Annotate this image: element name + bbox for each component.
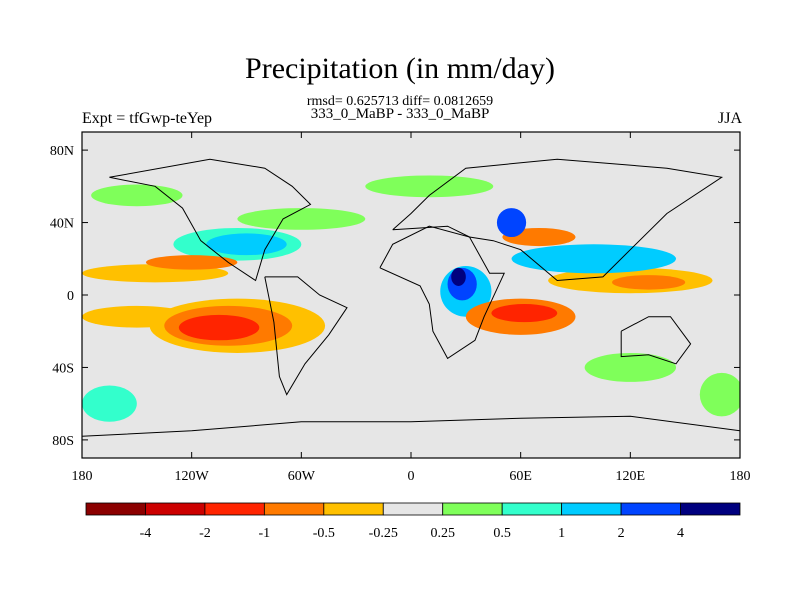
coastline-north-america (109, 158, 312, 282)
experiment-label: Expt = tfGwp-teYep (82, 110, 213, 127)
colorbar-label: -0.25 (369, 526, 398, 541)
season-label: JJA (717, 110, 742, 127)
map-subtitle-experiment: 333_0_MaBP - 333_0_MaBP (310, 106, 490, 122)
colorbar-swatch-9 (620, 502, 681, 516)
precip-anomaly-0 (237, 208, 366, 230)
lon-tick-label: 180 (72, 469, 93, 484)
colorbar-swatch-1 (145, 502, 206, 516)
colorbar-label: 0.5 (493, 526, 511, 541)
coastline-south-america (264, 276, 348, 396)
coastline-australia (620, 316, 692, 365)
colorbar-label: -2 (199, 526, 211, 541)
colorbar-swatch-5 (382, 502, 444, 516)
longitude-axis: 180 120W 60W 0 60E 120E 180 (72, 132, 751, 484)
precip-anomaly-6 (82, 305, 192, 328)
lat-tick-label: 0 (67, 289, 74, 304)
precip-anomaly-21 (491, 304, 558, 323)
colorbar-swatch-0 (85, 502, 146, 516)
lon-tick-label: 60W (288, 469, 316, 484)
lon-tick-label: 60E (509, 469, 532, 484)
colorbar-swatch-4 (323, 502, 384, 516)
precip-anomaly-12 (145, 255, 238, 270)
lat-tick-label: 80S (52, 434, 74, 449)
precip-anomaly-1 (91, 184, 183, 207)
coastline-eurasia (392, 158, 724, 282)
precip-anomaly-2 (365, 175, 494, 198)
colorbar-label: 0.25 (430, 526, 455, 541)
colorbar-swatch-8 (561, 502, 622, 516)
precip-anomaly-3 (584, 352, 677, 382)
precip-anomaly-23 (451, 267, 466, 286)
colorbar-label: -0.5 (313, 526, 335, 541)
lon-tick-label: 0 (408, 469, 415, 484)
colorbar-label: 1 (558, 526, 565, 541)
colorbar-label: -4 (140, 526, 152, 541)
precip-anomaly-13 (206, 233, 287, 256)
lat-tick-label: 40N (50, 217, 74, 232)
latitude-axis: 80N 40N 0 40S 80S (50, 144, 740, 449)
coastline-layer (82, 158, 740, 437)
map-subtitle-stats: rmsd= 0.625713 diff= 0.0812659 (306, 94, 494, 109)
precip-anomaly-17 (612, 275, 686, 290)
precipitation-anomaly-layer (82, 175, 740, 422)
colorbar: -4 -2 -1 -0.5 -0.25 0.25 0.5 1 2 4 (85, 502, 741, 541)
colorbar-swatch-7 (501, 502, 563, 516)
colorbar-swatch-2 (204, 502, 265, 516)
precip-anomaly-10 (82, 385, 137, 422)
lon-tick-label: 120W (175, 469, 210, 484)
map-title: Precipitation (in mm/day) (245, 52, 555, 85)
precip-anomaly-16 (511, 244, 677, 274)
colorbar-swatch-10 (680, 502, 741, 516)
coastline-africa (379, 225, 505, 360)
colorbar-label: -1 (259, 526, 271, 541)
lon-tick-label: 180 (730, 469, 751, 484)
colorbar-label: 4 (677, 526, 684, 541)
precip-anomaly-4 (699, 372, 740, 417)
precip-anomaly-19 (178, 314, 260, 341)
precip-anomaly-22 (496, 208, 527, 238)
colorbar-swatch-6 (442, 502, 503, 516)
colorbar-swatch-3 (263, 502, 325, 516)
coastline-antarctica (82, 415, 740, 437)
lat-tick-label: 80N (50, 144, 74, 159)
colorbar-label: 2 (618, 526, 625, 541)
lon-tick-label: 120E (616, 469, 646, 484)
lat-tick-label: 40S (52, 361, 74, 376)
